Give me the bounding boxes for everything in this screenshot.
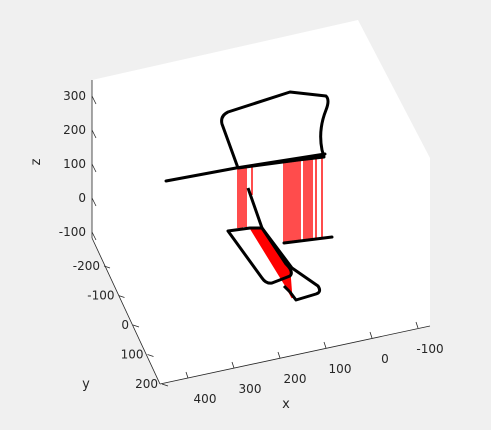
upper-polygon-outline bbox=[220, 90, 330, 170]
z-axis-label: z bbox=[29, 158, 44, 165]
z-tick-mark bbox=[91, 163, 97, 173]
x-tick-mark bbox=[231, 361, 235, 369]
x-tick-mark bbox=[185, 371, 189, 379]
y-tick-label: -100 bbox=[87, 289, 114, 303]
z-tick-label: 100 bbox=[63, 157, 86, 171]
x-tick-mark bbox=[415, 321, 419, 329]
x-axis-ticks: 400 300 200 100 0 -100 bbox=[185, 321, 444, 406]
z-tick-mark bbox=[91, 95, 97, 105]
y-axis-line bbox=[91, 237, 161, 385]
z-tick-mark bbox=[91, 197, 97, 207]
y-tick-mark bbox=[103, 265, 111, 269]
x-tick-mark bbox=[369, 331, 373, 339]
y-tick-mark bbox=[118, 295, 125, 298]
y-tick-label: -200 bbox=[73, 259, 100, 273]
x-tick-label: 200 bbox=[284, 372, 307, 386]
z-tick-label: 0 bbox=[78, 191, 86, 205]
z-tick-label: -100 bbox=[59, 225, 86, 239]
x-tick-label: 0 bbox=[381, 352, 389, 366]
x-axis-label: x bbox=[282, 397, 290, 412]
x-tick-mark bbox=[323, 341, 327, 349]
y-tick-label: 0 bbox=[121, 318, 129, 332]
x-tick-label: 100 bbox=[329, 362, 352, 376]
y-axis-ticks: -200 -100 0 100 200 bbox=[73, 259, 169, 391]
x-axis-line bbox=[159, 325, 431, 385]
z-axis-ticks: 300 200 100 0 -100 bbox=[59, 89, 97, 241]
z-tick-mark bbox=[91, 129, 97, 139]
x-tick-mark bbox=[277, 351, 281, 359]
cutting-line bbox=[164, 152, 327, 183]
y-axis-label: y bbox=[82, 377, 90, 392]
z-tick-label: 300 bbox=[63, 89, 86, 103]
y-tick-mark bbox=[147, 354, 154, 357]
x-tick-label: -100 bbox=[416, 342, 443, 356]
x-tick-label: 300 bbox=[239, 382, 262, 396]
axes-area bbox=[92, 20, 430, 384]
y-tick-mark bbox=[132, 324, 140, 328]
y-tick-label: 100 bbox=[121, 348, 144, 362]
red-connector-lines bbox=[237, 155, 323, 244]
z-tick-mark bbox=[91, 231, 97, 241]
z-tick-label: 200 bbox=[63, 123, 86, 137]
lower-tail-outline bbox=[246, 187, 322, 302]
y-tick-mark bbox=[161, 383, 169, 387]
lower-polygon-outline bbox=[226, 226, 293, 285]
x-tick-label: 400 bbox=[194, 392, 217, 406]
y-tick-label: 200 bbox=[135, 377, 158, 391]
lower-right-edge bbox=[282, 235, 334, 245]
